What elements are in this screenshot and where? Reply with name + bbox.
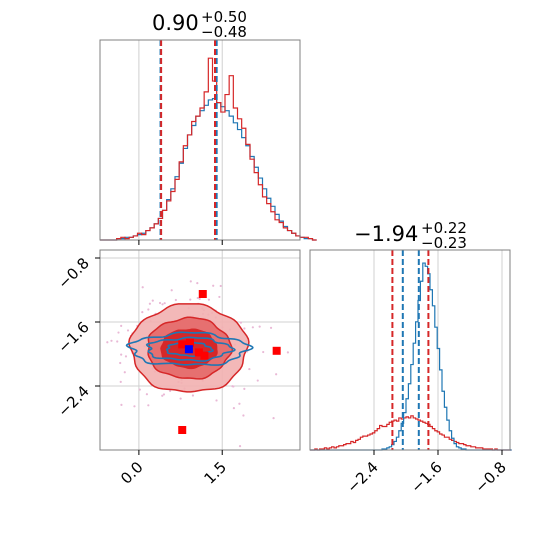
scatter-point	[163, 302, 166, 305]
y-tick-label: −2.4	[54, 382, 92, 420]
x-tick-label: −2.4	[343, 458, 381, 496]
scatter-point	[258, 325, 261, 328]
blue-marker	[184, 345, 193, 354]
scatter-point	[110, 339, 113, 342]
panel-frame	[99, 249, 301, 451]
scatter-point	[147, 404, 150, 407]
scatter-point	[196, 282, 199, 285]
scatter-point	[256, 379, 259, 382]
blue-histogram	[310, 262, 512, 451]
scatter-point	[116, 340, 119, 343]
title-parameter-2-value: −1.94	[354, 222, 418, 246]
blue-contour-level	[145, 336, 236, 362]
scatter-point	[161, 394, 164, 397]
scatter-point	[119, 361, 122, 365]
scatter-point	[179, 397, 182, 400]
scatter-point	[269, 326, 273, 329]
scatter-point	[248, 367, 251, 371]
title-parameter-2-upper-error: +0.22	[421, 219, 467, 237]
scatter-point	[275, 373, 278, 376]
scatter-point	[262, 350, 265, 354]
scatter-point	[212, 284, 215, 287]
scatter-point	[232, 385, 235, 388]
x-tick-label: 1.5	[200, 458, 230, 488]
red-marker	[194, 348, 203, 357]
red-marker	[186, 338, 194, 347]
scatter-point	[170, 289, 173, 292]
title-parameter-2-lower-error: −0.23	[421, 234, 467, 252]
scatter-point	[272, 417, 275, 420]
scatter-point	[124, 355, 128, 358]
panel-frame	[99, 39, 301, 241]
title-parameter-1-value: 0.90	[152, 11, 199, 35]
panel-frame	[309, 249, 511, 451]
marginal-panel-parameter-2: −2.4 −1.6 −0.8	[309, 249, 512, 497]
scatter-point	[191, 394, 195, 397]
scatter-point	[196, 296, 199, 300]
scatter-point	[198, 297, 201, 300]
scatter-point	[239, 321, 243, 324]
scatter-point	[242, 414, 245, 417]
scatter-point	[189, 280, 192, 283]
scatter-point	[117, 331, 120, 334]
red-histogram	[310, 415, 512, 451]
joint-panel: 0.0 1.5 −0.8 −1.6 −2.4	[54, 249, 301, 488]
scatter-point	[123, 371, 126, 374]
scatter-point	[162, 393, 166, 396]
scatter-point	[251, 326, 254, 329]
red-marker	[200, 351, 209, 360]
scatter-point	[145, 393, 149, 396]
scatter-point	[138, 388, 141, 391]
scatter-point	[120, 403, 123, 406]
scatter-point	[148, 302, 152, 305]
title-parameter-1-upper-error: +0.50	[201, 8, 247, 26]
red-marker	[178, 426, 187, 434]
scatter-point	[120, 353, 123, 356]
red-histogram	[100, 57, 317, 241]
scatter-point	[232, 407, 236, 410]
scatter-point	[243, 387, 246, 390]
scatter-point	[238, 402, 241, 405]
scatter-point	[158, 301, 162, 305]
y-tick-label: −1.6	[54, 318, 92, 356]
scatter-point	[207, 298, 211, 301]
scatter-point	[126, 329, 130, 332]
scatter-point	[141, 310, 144, 314]
scatter-point	[189, 298, 192, 301]
red-marker	[178, 340, 187, 349]
blue-histogram	[100, 97, 317, 241]
scatter-point	[286, 351, 290, 354]
x-tick-label: −1.6	[407, 458, 445, 496]
blue-contour-level	[125, 331, 254, 366]
scatter-point	[169, 389, 172, 393]
scatter-point	[219, 284, 222, 288]
scatter-point	[106, 341, 109, 344]
scatter-point	[151, 299, 154, 302]
scatter-point	[215, 399, 218, 402]
x-tick-label: 0.0	[117, 458, 147, 488]
title-parameter-1-lower-error: −0.48	[201, 23, 247, 41]
scatter-point	[141, 286, 144, 289]
scatter-point	[174, 298, 177, 302]
scatter-point	[133, 405, 136, 408]
x-tick-label: −0.8	[471, 458, 509, 496]
scatter-point	[238, 444, 242, 448]
scatter-point	[218, 295, 221, 299]
scatter-point	[119, 380, 122, 383]
scatter-point	[120, 324, 123, 327]
y-tick-label: −0.8	[54, 254, 92, 292]
scatter-point	[147, 308, 150, 311]
scatter-point	[161, 303, 164, 306]
scatter-point	[243, 327, 246, 330]
marginal-panel-parameter-1	[99, 39, 317, 245]
red-marker	[198, 290, 207, 298]
red-marker	[272, 346, 281, 355]
